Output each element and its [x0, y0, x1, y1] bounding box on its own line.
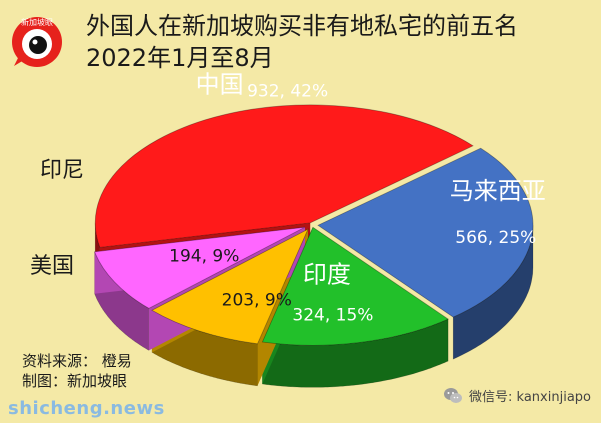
wechat-label: 微信号: kanxinjiapo	[469, 390, 591, 405]
slice-value-label: 324, 15%	[292, 306, 373, 326]
wechat-icon	[444, 387, 463, 403]
wechat-id: 微信号: kanxinjiapo	[443, 386, 591, 405]
slice-value-label: 566, 25%	[455, 228, 536, 248]
pie-slice-0	[94, 104, 474, 248]
slice-name-label: 印度	[303, 261, 351, 289]
slice-value-label: 932, 42%	[247, 82, 328, 102]
logo: 新加坡眼	[8, 12, 66, 68]
slice-value-label: 203, 9%	[222, 290, 292, 310]
chart-subtitle: 2022年1月至8月	[86, 44, 274, 72]
chart-title-line1: 外国人在新加坡购买非有地私宅的前五名	[86, 12, 518, 40]
credit-line: 制图：新加坡眼	[22, 372, 128, 390]
slice-value-label: 194, 9%	[169, 246, 239, 266]
source-line: 资料来源： 橙易	[22, 352, 132, 370]
slice-name-label: 中国	[196, 71, 244, 99]
pie-slice-1	[317, 147, 534, 318]
slice-name-label: 马来西亚	[450, 177, 546, 205]
pie-tops	[94, 104, 534, 346]
source-note: 资料来源： 橙易 制图：新加坡眼	[22, 351, 132, 391]
pie-slice-3	[151, 228, 309, 345]
eye-logo-icon: 新加坡眼	[12, 17, 62, 67]
slice-name-label: 印尼	[40, 158, 84, 183]
pie-slice-2	[261, 226, 449, 346]
slice-name-label: 美国	[30, 254, 74, 279]
logo-text: 新加坡眼	[21, 17, 53, 27]
pie-slice-4	[94, 226, 306, 309]
pie-side-2	[262, 318, 449, 388]
pie-labels: 中国 932, 42% 马来西亚 566, 25% 印度 324, 15% 美国 203, 9…	[30, 71, 546, 326]
watermark: shicheng.news	[8, 398, 165, 419]
chart-title: 外国人在新加坡购买非有地私宅的前五名 2022年1月至8月	[86, 10, 518, 74]
